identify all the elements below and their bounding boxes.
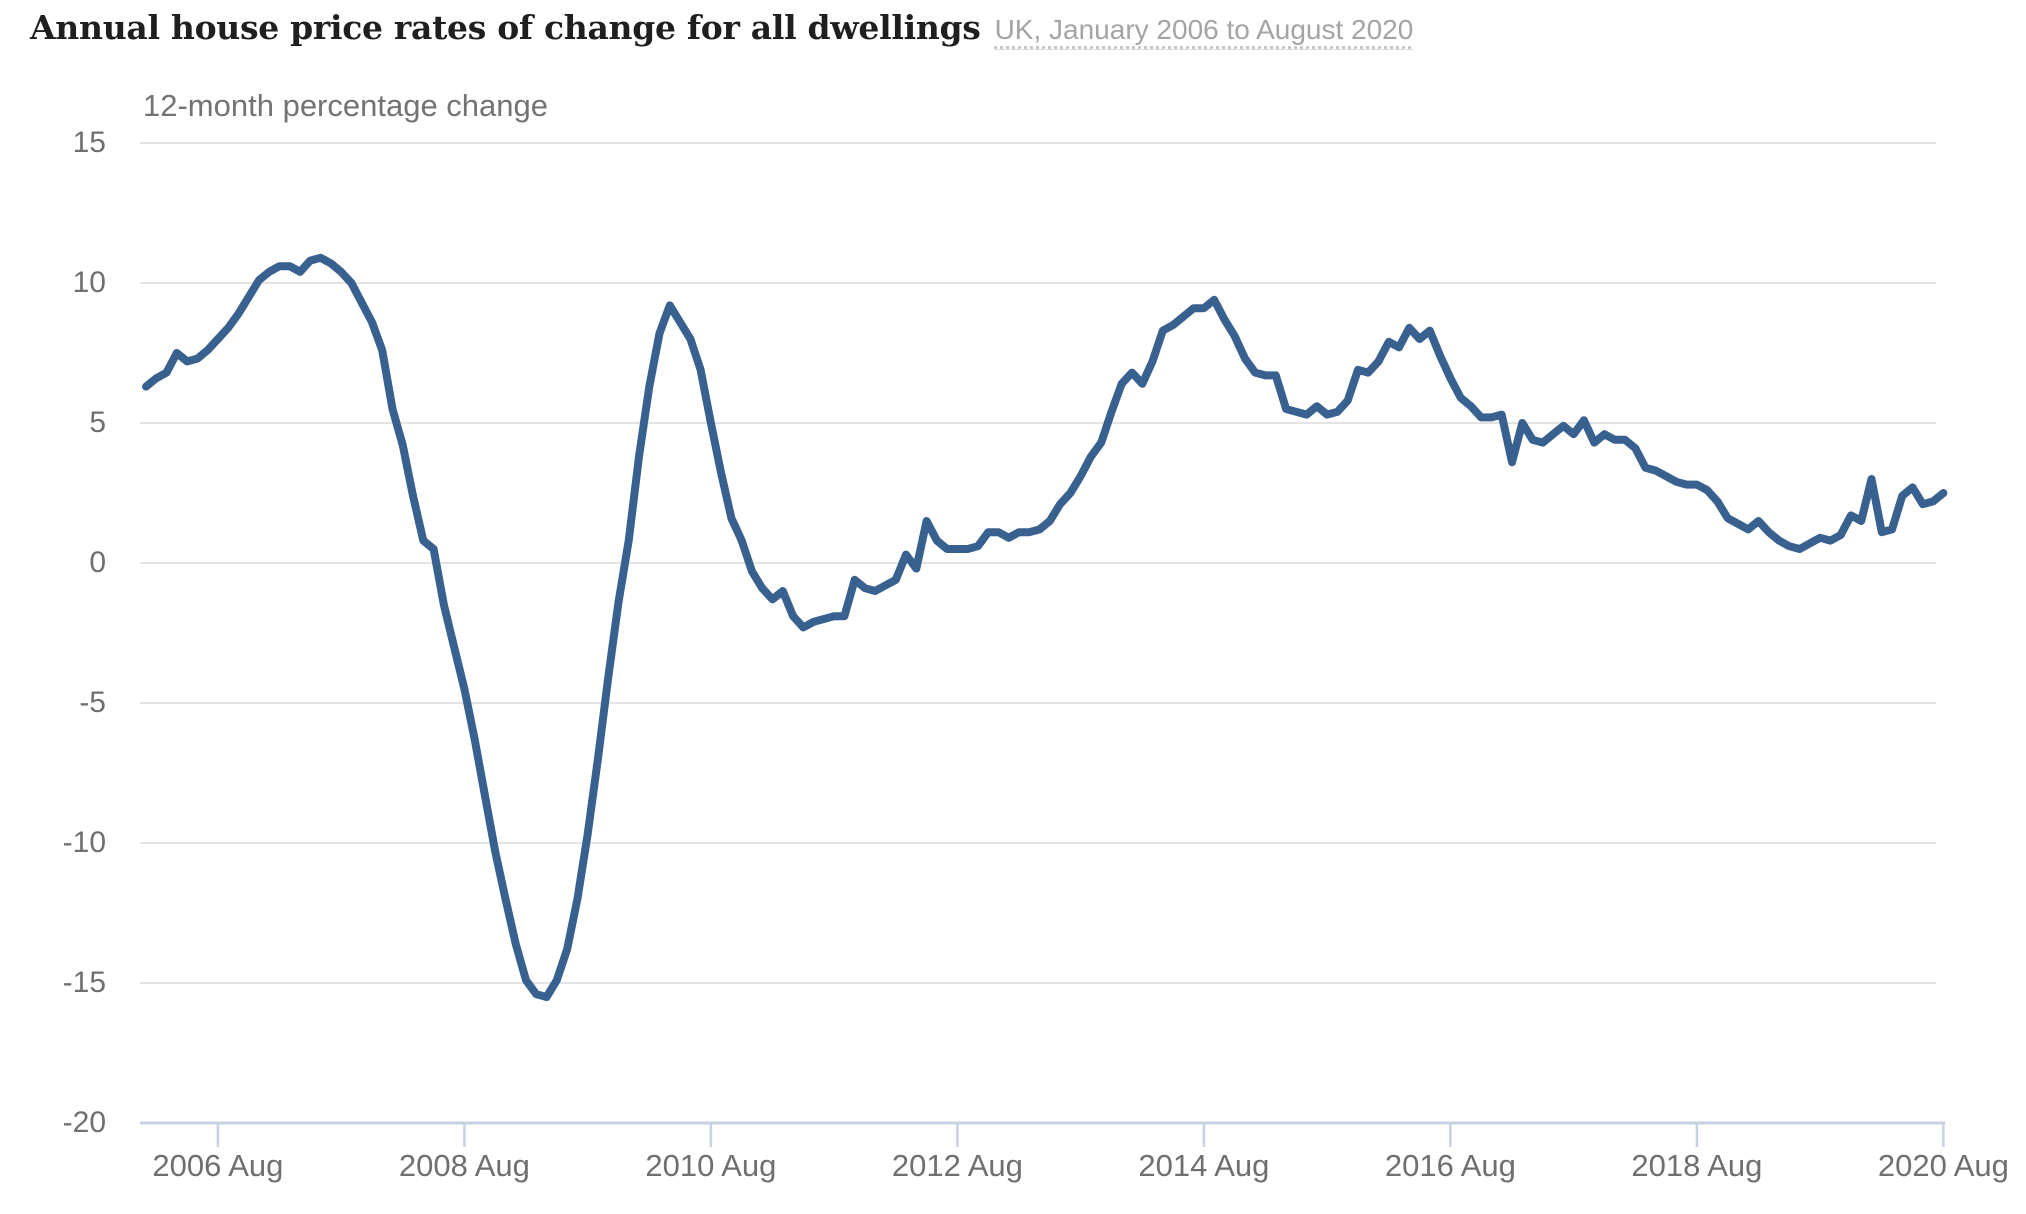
x-tick-label: 2008 Aug (398, 1148, 530, 1183)
x-tick-label: 2020 Aug (1877, 1148, 2009, 1183)
y-axis-title-text: 12-month percentage change (143, 93, 549, 123)
y-tick-label: 15 (72, 126, 106, 159)
chart-header: Annual house price rates of change for a… (30, 8, 1414, 50)
x-tick-label: 2014 Aug (1138, 1148, 1270, 1183)
y-tick-label: 0 (89, 546, 106, 579)
x-tick-label: 2006 Aug (152, 1148, 284, 1183)
chart-title: Annual house price rates of change for a… (30, 8, 981, 47)
y-tick-label: 10 (72, 266, 106, 299)
x-tick-label: 2016 Aug (1384, 1148, 1516, 1183)
y-axis-title: 12-month percentage change (143, 93, 548, 135)
y-tick-label: -10 (62, 826, 106, 859)
data-line-all-dwellings (142, 253, 1948, 1001)
chart-subtitle: UK, January 2006 to August 2020 (994, 14, 1414, 50)
x-tick-label: 2010 Aug (645, 1148, 777, 1183)
y-tick-label: -15 (62, 966, 106, 999)
x-tick-label: 2012 Aug (891, 1148, 1023, 1183)
y-tick-label: -5 (79, 686, 106, 719)
y-tick-label: 5 (89, 406, 106, 439)
y-tick-label: -20 (62, 1106, 106, 1139)
x-tick-label: 2018 Aug (1631, 1148, 1763, 1183)
